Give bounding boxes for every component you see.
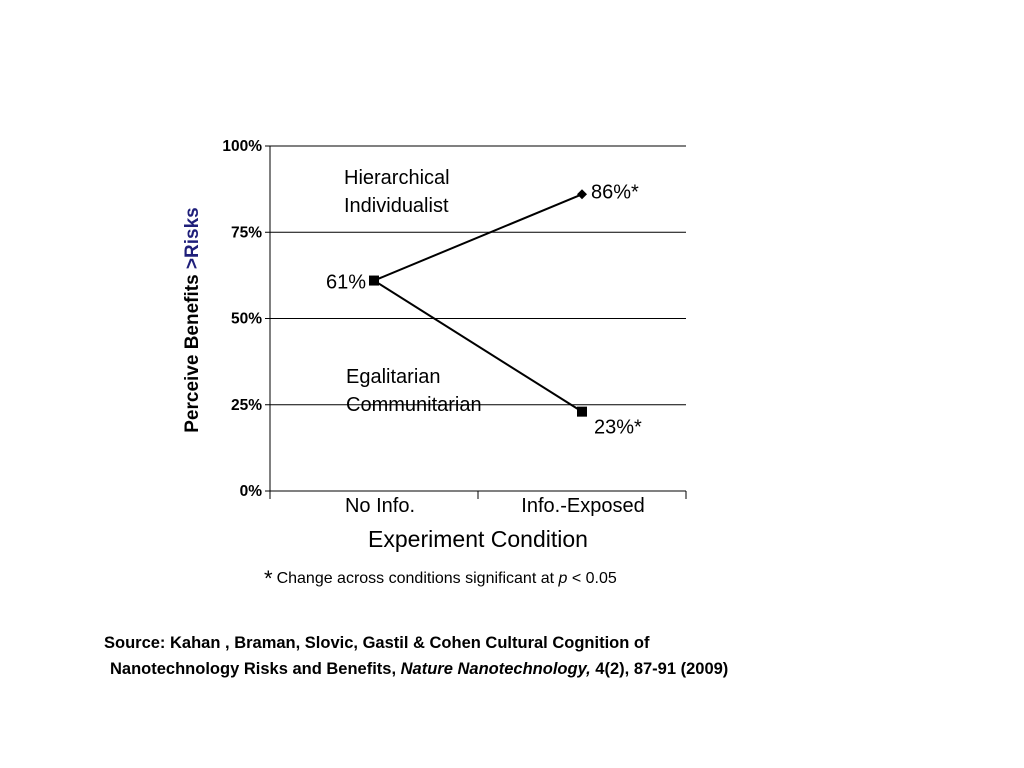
series-line-1: [373, 279, 583, 413]
data-label-0-1: 86%*: [591, 181, 639, 203]
x-tick-labels: No Info. Info.-Exposed: [345, 495, 645, 517]
x-tick-label-0: No Info.: [345, 495, 415, 517]
y-tick-label-3: 75%: [231, 224, 262, 241]
y-tick-labels: 0% 25% 50% 75% 100%: [222, 138, 262, 500]
y-axis-label-gt: >: [182, 258, 203, 269]
series-group: [369, 189, 587, 417]
series-name-0: Hierarchical Individualist: [344, 167, 450, 217]
grid-lines: [270, 145, 686, 406]
y-tick-label-1: 25%: [231, 397, 262, 414]
series-name-1-line-0: Egalitarian: [346, 366, 441, 388]
series-name-0-line-1: Individualist: [344, 195, 449, 217]
source-citation: Source: Kahan , Braman, Slovic, Gastil &…: [104, 630, 728, 682]
note-text: Change across conditions significant at: [276, 570, 559, 587]
series-line-0: [373, 193, 583, 282]
y-tick-label-4: 100%: [222, 138, 262, 155]
note-p: p: [558, 570, 568, 587]
data-label-0-0: 61%: [326, 272, 366, 294]
asterisk: *: [264, 566, 273, 591]
y-tick-label-2: 50%: [231, 311, 262, 328]
x-tick-label-1: Info.-Exposed: [521, 495, 644, 517]
series-name-1: Egalitarian Communitarian: [346, 366, 482, 416]
y-axis-label-risks: Risks: [182, 207, 203, 258]
data-label-1-1: 23%*: [594, 417, 642, 439]
source-details: 4(2), 87-91 (2009): [590, 660, 729, 678]
series-1-point-0: [369, 275, 379, 286]
series-name-0-line-0: Hierarchical: [344, 167, 450, 189]
note-tail: < 0.05: [567, 570, 617, 587]
y-tick-label-0: 0%: [240, 483, 263, 500]
line-chart: 0% 25% 50% 75% 100% No Info. Info.-Exposed Hi…: [182, 138, 687, 552]
significance-note: * Change across conditions significant at…: [264, 566, 617, 592]
y-axis-label-main: Perceive Benefits: [182, 269, 203, 433]
y-axis-label: Perceive Benefits >Risks: [182, 207, 203, 433]
source-line-2: Nanotechnology Risks and Benefits, Natur…: [104, 656, 728, 682]
series-0-point-1: [577, 189, 587, 200]
source-journal: Nature Nanotechnology,: [400, 660, 591, 678]
source-line-1: Source: Kahan , Braman, Slovic, Gastil &…: [104, 634, 650, 652]
axes: [265, 145, 687, 499]
series-1-point-1: [577, 406, 587, 417]
annotation-group: Hierarchical Individualist Egalitarian Comm…: [326, 167, 642, 439]
source-title: Nanotechnology Risks and Benefits,: [110, 660, 401, 678]
series-name-1-line-1: Communitarian: [346, 394, 482, 416]
x-axis-label: Experiment Condition: [368, 526, 588, 552]
